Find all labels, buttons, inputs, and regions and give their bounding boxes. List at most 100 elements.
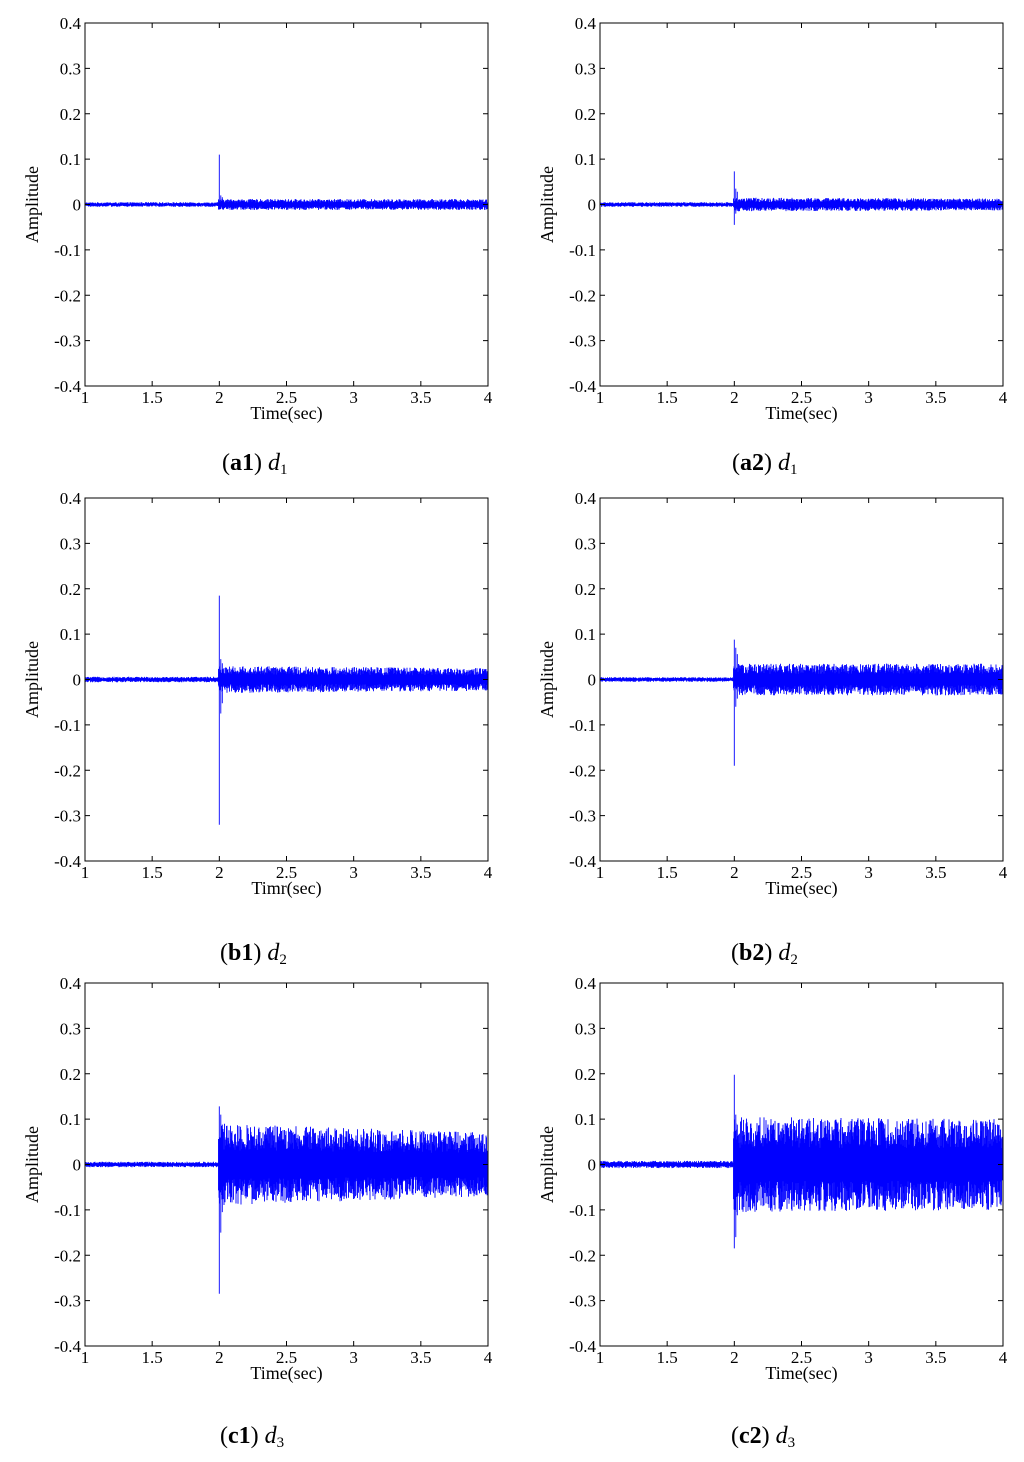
x-tick-label: 4 <box>999 1348 1008 1367</box>
x-axis-label: Time(sec) <box>250 1363 322 1384</box>
x-axis-label: Time(sec) <box>765 403 837 424</box>
caption-a1: (a1) d1 <box>222 450 288 478</box>
x-tick-label: 3 <box>349 388 358 407</box>
y-axis-label: Amplitude <box>537 641 557 718</box>
y-tick-label: 0.3 <box>575 59 596 78</box>
y-tick-label: -0.4 <box>569 1337 596 1356</box>
x-tick-label: 3 <box>349 1348 358 1367</box>
chart-panel-b2: 0.4 0.3 0.2 0.1 0 -0.1 -0.2 -0.3 -0.4 1 1.5 2 2.5 3 3.… <box>535 485 1024 965</box>
y-tick-label: -0.3 <box>569 807 596 826</box>
chart-panel-b1: 0.4 0.3 0.2 0.1 0 -0.1 -0.2 -0.3 -0.4 1 1.5 2 2.5 3 3.… <box>20 485 520 965</box>
x-tick-label: 3 <box>864 1348 873 1367</box>
y-tick-label: -0.3 <box>569 1292 596 1311</box>
x-tick-label: 3 <box>864 388 873 407</box>
chart-panel-a1: 0.4 0.3 0.2 0.1 0 -0.1 -0.2 -0.3 -0.4 1 1.5 2 2.5 3 3.… <box>20 10 520 490</box>
x-tick-label: 3.5 <box>410 388 431 407</box>
x-tick-label: 3.5 <box>925 1348 946 1367</box>
x-tick-label: 2.5 <box>791 863 812 882</box>
y-tick-label: 0 <box>588 671 597 690</box>
y-tick-label: 0 <box>73 671 82 690</box>
y-axis-label: Amplitude <box>22 166 42 243</box>
x-tick-label: 2 <box>730 1348 739 1367</box>
y-tick-label: 0.4 <box>575 489 597 508</box>
y-tick-label: 0.4 <box>575 974 597 993</box>
x-tick-label: 2 <box>730 863 739 882</box>
y-tick-label: -0.2 <box>54 761 81 780</box>
x-axis-label: Timr(sec) <box>251 878 321 899</box>
signal-trace <box>600 1074 1003 1249</box>
x-axis-label: Time(sec) <box>250 403 322 424</box>
y-axis-label: Amplitude <box>537 166 557 243</box>
y-tick-label: 0.1 <box>60 1110 81 1129</box>
y-tick-label: 0 <box>588 196 597 215</box>
y-tick-label: -0.2 <box>569 286 596 305</box>
chart-svg-a2: 0.4 0.3 0.2 0.1 0 -0.1 -0.2 -0.3 -0.41 1.5 2 2.5 3 3.… <box>537 14 1008 424</box>
signal-trace <box>85 154 488 210</box>
caption-a2: (a2) d1 <box>732 450 798 478</box>
y-tick-label: -0.1 <box>54 1201 81 1220</box>
caption-b2: (b2) d2 <box>731 940 798 968</box>
y-tick-label: -0.1 <box>54 241 81 260</box>
caption-c1: (c1) d3 <box>220 1423 285 1451</box>
caption-c2: (c2) d3 <box>731 1423 796 1451</box>
chart-panel-c2: 0.4 0.3 0.2 0.1 0 -0.1 -0.2 -0.3 -0.4 1 1.5 2 2.5 3 3.… <box>535 970 1024 1450</box>
y-tick-label: 0.2 <box>575 580 596 599</box>
x-tick-label: 1 <box>81 388 90 407</box>
signal-trace <box>600 639 1003 766</box>
y-tick-label: 0.4 <box>60 489 82 508</box>
x-axis-label: Time(sec) <box>765 1363 837 1384</box>
y-tick-label: -0.3 <box>54 807 81 826</box>
y-tick-label: 0.1 <box>575 1110 596 1129</box>
y-tick-label: -0.2 <box>54 1246 81 1265</box>
y-axis-label: Amplitude <box>22 641 42 718</box>
y-axis-label: Amplitude <box>22 1126 42 1203</box>
caption-b1: (b1) d2 <box>220 940 287 968</box>
x-tick-label: 1.5 <box>142 863 163 882</box>
x-tick-label: 1 <box>596 1348 605 1367</box>
x-tick-label: 4 <box>484 863 493 882</box>
chart-svg-b1: 0.4 0.3 0.2 0.1 0 -0.1 -0.2 -0.3 -0.41 1.5 2 2.5 3 3.… <box>22 489 493 899</box>
y-tick-label: -0.2 <box>54 286 81 305</box>
y-tick-label: -0.4 <box>569 852 596 871</box>
chart-svg-b2: 0.4 0.3 0.2 0.1 0 -0.1 -0.2 -0.3 -0.41 1.5 2 2.5 3 3.… <box>537 489 1008 899</box>
y-tick-label: -0.1 <box>54 716 81 735</box>
x-tick-label: 1 <box>596 863 605 882</box>
y-tick-label: 0.2 <box>60 1065 81 1084</box>
y-tick-label: 0.2 <box>60 580 81 599</box>
x-axis-label: Time(sec) <box>765 878 837 899</box>
y-tick-label: 0.3 <box>575 1019 596 1038</box>
y-tick-label: -0.1 <box>569 241 596 260</box>
x-tick-label: 3.5 <box>925 863 946 882</box>
signal-trace <box>85 1106 488 1294</box>
x-tick-label: 2.5 <box>276 863 297 882</box>
y-tick-label: -0.1 <box>569 716 596 735</box>
y-tick-label: 0.2 <box>575 1065 596 1084</box>
y-tick-label: 0 <box>73 1156 82 1175</box>
x-tick-label: 3 <box>864 863 873 882</box>
y-tick-label: 0.1 <box>575 625 596 644</box>
x-tick-label: 2 <box>730 388 739 407</box>
chart-svg-c1: 0.4 0.3 0.2 0.1 0 -0.1 -0.2 -0.3 -0.41 1.5 2 2.5 3 3.… <box>22 974 493 1384</box>
x-tick-label: 4 <box>484 388 493 407</box>
x-tick-label: 1 <box>596 388 605 407</box>
y-tick-label: -0.4 <box>54 1337 81 1356</box>
y-tick-label: 0.3 <box>60 534 81 553</box>
x-tick-label: 1.5 <box>142 388 163 407</box>
y-tick-label: 0.3 <box>60 1019 81 1038</box>
y-tick-label: -0.2 <box>569 761 596 780</box>
y-tick-label: -0.3 <box>569 332 596 351</box>
y-tick-label: 0.2 <box>575 105 596 124</box>
x-tick-label: 3.5 <box>410 1348 431 1367</box>
x-tick-label: 2.5 <box>276 388 297 407</box>
x-tick-label: 2.5 <box>791 388 812 407</box>
x-tick-label: 1.5 <box>657 388 678 407</box>
x-tick-label: 4 <box>999 863 1008 882</box>
y-tick-label: -0.3 <box>54 332 81 351</box>
x-tick-label: 4 <box>999 388 1008 407</box>
y-tick-label: 0.1 <box>60 625 81 644</box>
x-tick-label: 2.5 <box>791 1348 812 1367</box>
chart-svg-a1: 0.4 0.3 0.2 0.1 0 -0.1 -0.2 -0.3 -0.41 1.5 2 2.5 3 3.… <box>22 14 493 424</box>
y-tick-label: 0.1 <box>575 150 596 169</box>
y-tick-label: -0.4 <box>54 852 81 871</box>
x-tick-label: 4 <box>484 1348 493 1367</box>
